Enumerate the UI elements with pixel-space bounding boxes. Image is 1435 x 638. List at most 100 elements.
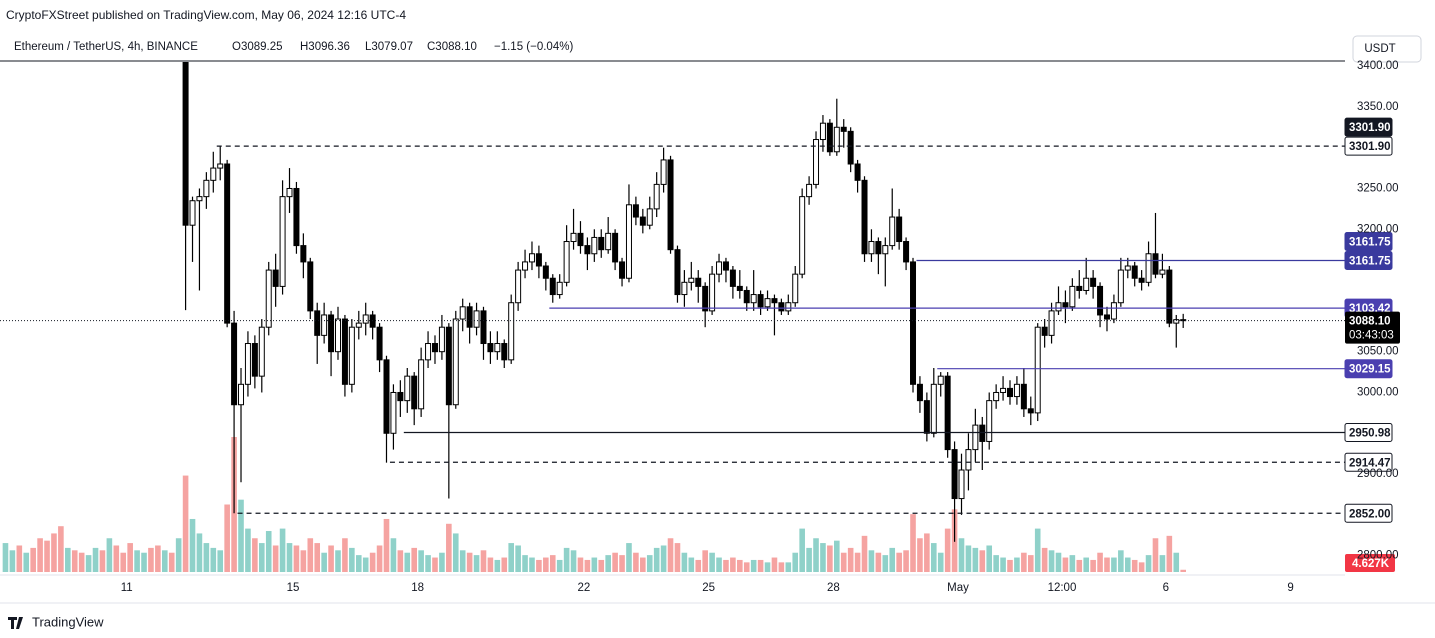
candle-body (923, 400, 930, 434)
volume-bar (570, 550, 577, 572)
volume-bar (286, 543, 293, 572)
volume-bar (577, 557, 584, 572)
volume-bar (695, 559, 702, 572)
x-tick-label: 6 (1163, 582, 1169, 594)
volume-bar (182, 475, 189, 572)
candle-body (951, 449, 958, 500)
volume-bar (99, 550, 106, 572)
candle-body (1131, 265, 1138, 279)
candle-body (362, 314, 369, 324)
candle-body (660, 159, 667, 185)
currency-button[interactable] (1352, 35, 1422, 63)
volume-bar (9, 550, 16, 572)
volume-bar (1062, 557, 1069, 572)
candle-body (300, 245, 307, 263)
volume-bar (924, 533, 930, 572)
volume-bar (113, 545, 120, 572)
volume-bar (1145, 555, 1152, 572)
candle-body (806, 183, 813, 198)
candle-body (279, 196, 286, 287)
candle-body (584, 245, 591, 255)
volume-bar (106, 538, 113, 572)
candle-body (1013, 383, 1020, 398)
volume-bar (1021, 552, 1027, 572)
candle-body (182, 62, 189, 226)
candle-body (431, 343, 438, 353)
volume-bar (771, 557, 778, 572)
candle-body (1173, 319, 1180, 324)
volume-bar (792, 552, 799, 572)
candle-body (535, 253, 542, 267)
volume-bar (806, 547, 812, 572)
volume-bar (1027, 555, 1034, 572)
volume-bar (162, 550, 168, 572)
volume-bar (390, 538, 397, 572)
legend-open: O3089.25 (232, 41, 283, 53)
candle-body (1055, 302, 1062, 312)
candle-body (840, 126, 847, 132)
y-tick-label: 3400.00 (1357, 60, 1399, 72)
x-tick-label: 25 (702, 582, 715, 594)
volume-bar (903, 550, 909, 572)
volume-bar (1138, 562, 1145, 572)
candle-body (508, 302, 515, 361)
y-tick-label: 2800.00 (1357, 550, 1399, 562)
volume-bar (425, 555, 431, 572)
candle-body (522, 261, 529, 271)
volume-bar (743, 562, 750, 572)
candle-body (1180, 319, 1187, 322)
candle-body (854, 163, 861, 181)
candle-body (397, 391, 404, 402)
volume-bar (307, 538, 314, 572)
volume-bar (328, 545, 334, 572)
volume-bar (189, 518, 196, 572)
candle-body (376, 326, 383, 361)
volume-bar (619, 555, 625, 572)
legend-change: −1.15 (−0.04%) (494, 41, 573, 53)
volume-bar (92, 547, 99, 572)
volume-bar (737, 559, 743, 572)
volume-bar (279, 528, 286, 572)
candle-body (625, 204, 632, 279)
volume-bar (1124, 557, 1131, 572)
candle-body (792, 273, 799, 304)
volume-bar (813, 538, 819, 572)
candle-body (605, 232, 612, 251)
legend-low: L3079.07 (365, 41, 413, 53)
candle-body (238, 383, 245, 406)
volume-bar (986, 545, 993, 572)
candle-body (709, 273, 716, 312)
volume-bar (730, 557, 736, 572)
volume-bar (141, 552, 147, 572)
volume-bar (626, 543, 632, 572)
candle-body (799, 196, 806, 275)
volume-bar (1055, 552, 1062, 572)
volume-bar (889, 547, 896, 572)
candle-body (480, 310, 487, 345)
candle-body (1007, 387, 1013, 398)
volume-bar (778, 562, 785, 572)
currency-label[interactable]: USDT (1364, 43, 1395, 55)
volume-bar (376, 545, 383, 572)
candle-body (272, 269, 279, 287)
volume-bar (321, 552, 327, 572)
volume-bar (501, 557, 508, 572)
volume-bar (522, 555, 528, 572)
x-tick-label: 18 (411, 582, 424, 594)
volume-bar (196, 533, 203, 572)
level-alert-tag-box (1344, 231, 1393, 251)
volume-bar (16, 545, 23, 572)
candle-body (813, 139, 820, 185)
volume-bar (58, 526, 64, 572)
candle-body (217, 163, 224, 169)
volume-bar (258, 543, 265, 572)
volume-bar (362, 557, 369, 572)
level-alert-tag: 3301.90 (1349, 122, 1391, 134)
volume-bar (203, 543, 210, 572)
volume-bar (1076, 559, 1083, 572)
volume-bar (127, 543, 133, 572)
level-alert-tag: 3161.75 (1349, 237, 1391, 249)
candle-body (979, 424, 986, 442)
candle-body (528, 253, 535, 263)
volume-bar (78, 552, 85, 572)
